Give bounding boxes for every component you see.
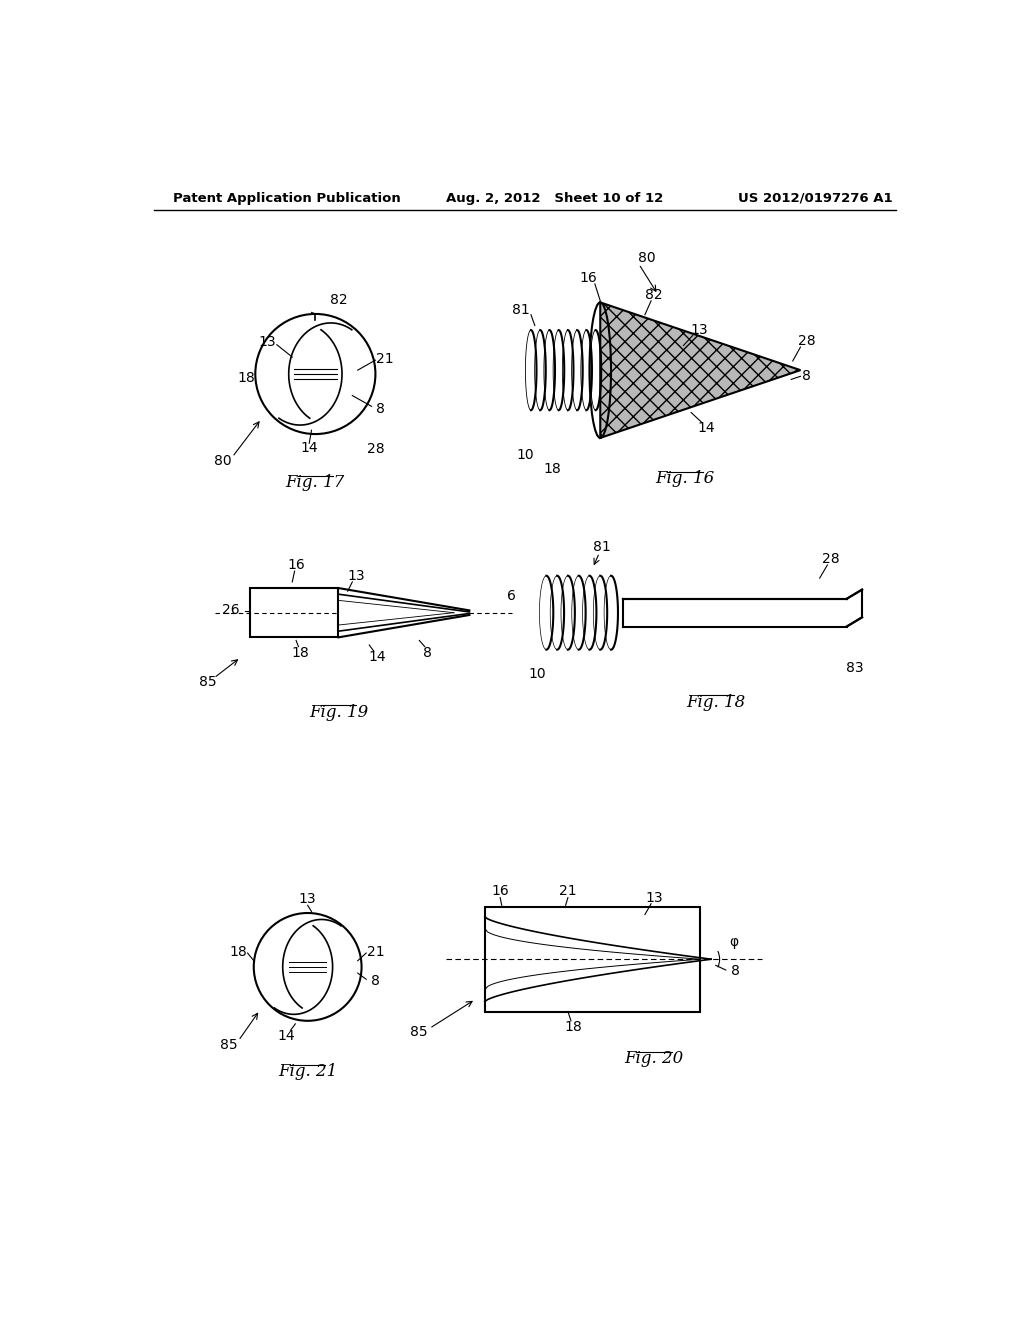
Text: 6: 6 — [507, 589, 516, 603]
Text: 28: 28 — [367, 442, 384, 457]
Text: 18: 18 — [291, 645, 309, 660]
Text: Fig. 21: Fig. 21 — [279, 1063, 337, 1080]
Text: 80: 80 — [638, 252, 655, 265]
Text: 13: 13 — [299, 892, 316, 906]
Text: Patent Application Publication: Patent Application Publication — [173, 191, 400, 205]
Text: 82: 82 — [645, 288, 663, 302]
Text: 16: 16 — [492, 884, 509, 899]
Text: 8: 8 — [371, 974, 380, 987]
Text: 26: 26 — [222, 603, 240, 616]
Text: Aug. 2, 2012   Sheet 10 of 12: Aug. 2, 2012 Sheet 10 of 12 — [446, 191, 664, 205]
Text: 14: 14 — [300, 441, 318, 455]
Text: 85: 85 — [199, 675, 216, 689]
Text: 16: 16 — [288, 558, 305, 572]
Text: 13: 13 — [259, 335, 276, 348]
Text: 10: 10 — [517, 447, 535, 462]
Bar — [250, 589, 339, 638]
Text: 13: 13 — [645, 891, 663, 904]
Text: US 2012/0197276 A1: US 2012/0197276 A1 — [738, 191, 893, 205]
Text: 18: 18 — [238, 371, 255, 385]
Text: 21: 21 — [559, 884, 577, 899]
Text: 21: 21 — [376, 351, 393, 366]
Text: Fig. 16: Fig. 16 — [655, 470, 715, 487]
Text: 18: 18 — [564, 1020, 583, 1034]
Text: 14: 14 — [278, 1030, 295, 1043]
Text: 13: 13 — [690, 323, 708, 337]
Text: 14: 14 — [369, 651, 386, 664]
Text: Fig. 18: Fig. 18 — [686, 693, 745, 710]
Text: Fig. 17: Fig. 17 — [286, 474, 345, 491]
Text: 16: 16 — [580, 271, 598, 285]
Text: 13: 13 — [347, 569, 365, 582]
Text: Fig. 20: Fig. 20 — [625, 1051, 684, 1067]
Text: 28: 28 — [798, 334, 815, 348]
Text: 28: 28 — [822, 552, 840, 566]
Text: 18: 18 — [229, 945, 247, 958]
Text: 21: 21 — [367, 945, 384, 958]
Text: 81: 81 — [593, 540, 610, 554]
Text: φ: φ — [729, 936, 738, 949]
Text: 8: 8 — [423, 645, 431, 660]
Text: 14: 14 — [697, 421, 716, 434]
Text: Fig. 19: Fig. 19 — [309, 704, 368, 721]
Text: 18: 18 — [544, 462, 561, 475]
Text: 8: 8 — [730, 964, 739, 978]
Text: 8: 8 — [802, 370, 811, 383]
Text: 85: 85 — [411, 1026, 428, 1039]
Text: 10: 10 — [528, 668, 546, 681]
Polygon shape — [600, 302, 801, 438]
Text: 80: 80 — [214, 454, 231, 469]
Text: 83: 83 — [846, 661, 863, 675]
Text: 85: 85 — [220, 1039, 238, 1052]
Text: 82: 82 — [330, 293, 347, 308]
Bar — [484, 907, 700, 1011]
Text: 81: 81 — [512, 304, 529, 317]
Text: 8: 8 — [377, 401, 385, 416]
